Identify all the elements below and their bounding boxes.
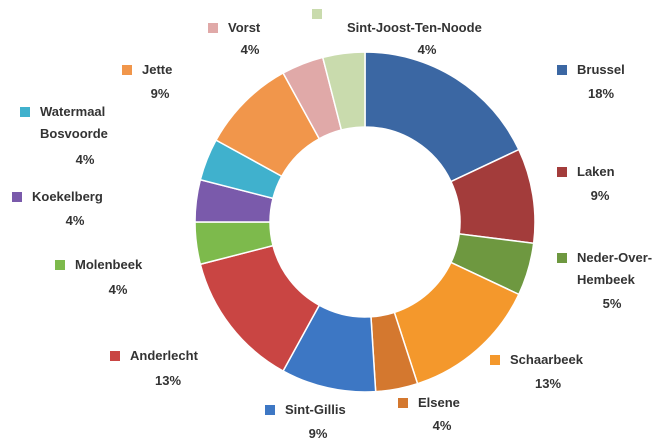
category-label: Elsene (418, 395, 460, 410)
value-label: 5% (602, 296, 622, 311)
legend-marker (55, 260, 65, 270)
legend-marker (557, 65, 567, 75)
value-label: 4% (108, 282, 128, 297)
legend-marker (208, 23, 218, 33)
value-label: 9% (150, 86, 170, 101)
value-label: 13% (154, 373, 182, 388)
category-label: Neder-Over-Hembeek (577, 250, 653, 287)
legend-marker (12, 192, 22, 202)
value-label: 9% (308, 426, 328, 441)
value-label: 13% (534, 376, 562, 391)
category-label: Watermaal Bosvoorde (40, 104, 108, 141)
value-label: 18% (587, 86, 615, 101)
value-label: 9% (590, 188, 610, 203)
category-label: Jette (142, 62, 173, 77)
value-label: 4% (240, 42, 260, 57)
category-label: Brussel (577, 62, 625, 77)
value-label: 4% (432, 418, 452, 433)
category-label: Sint-Joost-Ten-Noode (347, 20, 482, 35)
category-label: Molenbeek (75, 257, 143, 272)
legend-marker (265, 405, 275, 415)
legend-marker (122, 65, 132, 75)
legend-marker (110, 351, 120, 361)
legend-marker (312, 9, 322, 19)
value-label: 4% (417, 42, 437, 57)
category-label: Schaarbeek (510, 352, 583, 367)
legend-marker (398, 398, 408, 408)
legend-marker (490, 355, 500, 365)
legend-marker (557, 167, 567, 177)
value-label: 4% (75, 152, 95, 167)
category-label: Koekelberg (32, 189, 103, 204)
legend-marker (557, 253, 567, 263)
category-label: Anderlecht (130, 348, 198, 363)
category-label: Sint-Gillis (285, 402, 346, 417)
category-label: Vorst (228, 20, 261, 35)
legend-marker (20, 107, 30, 117)
donut-segment (321, 51, 366, 131)
category-label: Laken (577, 164, 615, 179)
value-label: 4% (65, 213, 85, 228)
